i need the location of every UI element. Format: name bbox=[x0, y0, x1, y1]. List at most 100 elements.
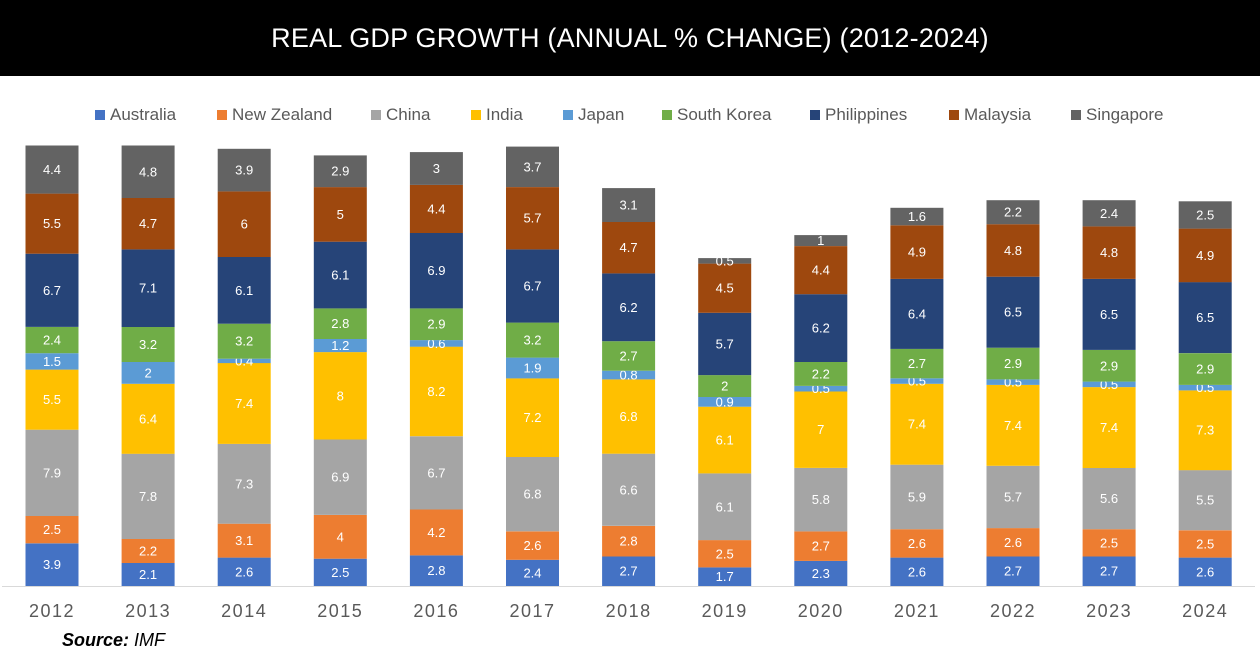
bar-japan-2015 bbox=[313, 339, 367, 353]
data-label-new-zealand-2012: 2.5 bbox=[43, 522, 61, 537]
data-label-new-zealand-2019: 2.5 bbox=[716, 546, 734, 561]
bar-china-2013 bbox=[121, 453, 175, 539]
bar-australia-2013 bbox=[121, 563, 175, 586]
data-label-philippines-2023: 6.5 bbox=[1100, 307, 1118, 322]
bar-malaysia-2022 bbox=[986, 224, 1040, 277]
data-label-south-korea-2012: 2.4 bbox=[43, 333, 61, 348]
data-label-philippines-2014: 6.1 bbox=[235, 283, 253, 298]
bar-japan-2012 bbox=[25, 353, 79, 370]
bar-india-2012 bbox=[25, 369, 79, 430]
bar-malaysia-2015 bbox=[313, 187, 367, 242]
x-tick-label-2019: 2019 bbox=[702, 601, 748, 621]
data-label-australia-2021: 2.6 bbox=[908, 564, 926, 579]
source-note: Source: IMF bbox=[62, 630, 165, 651]
data-label-singapore-2024: 2.5 bbox=[1196, 207, 1214, 222]
bar-new-zealand-2012 bbox=[25, 516, 79, 544]
source-value: IMF bbox=[134, 630, 166, 650]
data-label-japan-2018: 0.8 bbox=[620, 368, 638, 383]
x-tick-label-2018: 2018 bbox=[606, 601, 652, 621]
bar-australia-2012 bbox=[25, 543, 79, 586]
bar-south-korea-2019 bbox=[698, 375, 752, 397]
data-label-new-zealand-2024: 2.5 bbox=[1196, 536, 1214, 551]
bar-singapore-2022 bbox=[986, 200, 1040, 225]
bar-australia-2024 bbox=[1178, 557, 1232, 586]
bar-philippines-2022 bbox=[986, 276, 1040, 348]
legend-item-japan: Japan bbox=[563, 102, 624, 128]
data-label-singapore-2012: 4.4 bbox=[43, 162, 61, 177]
data-label-singapore-2019: 0.5 bbox=[716, 253, 734, 268]
bar-india-2022 bbox=[986, 384, 1040, 466]
data-label-singapore-2022: 2.2 bbox=[1004, 205, 1022, 220]
data-label-singapore-2023: 2.4 bbox=[1100, 206, 1118, 221]
bar-australia-2015 bbox=[313, 558, 367, 586]
bar-malaysia-2012 bbox=[25, 193, 79, 254]
data-label-singapore-2013: 4.8 bbox=[139, 164, 157, 179]
chart-title: REAL GDP GROWTH (ANNUAL % CHANGE) (2012-… bbox=[0, 0, 1260, 76]
data-label-india-2021: 7.4 bbox=[908, 417, 926, 432]
data-label-philippines-2013: 7.1 bbox=[139, 281, 157, 296]
bar-new-zealand-2020 bbox=[794, 531, 848, 561]
legend-item-singapore: Singapore bbox=[1071, 102, 1164, 128]
bar-china-2015 bbox=[313, 439, 367, 515]
bar-singapore-2012 bbox=[25, 145, 79, 194]
bar-australia-2018 bbox=[602, 556, 656, 586]
data-label-india-2016: 8.2 bbox=[427, 384, 445, 399]
data-label-south-korea-2019: 2 bbox=[721, 379, 728, 394]
bar-china-2024 bbox=[1178, 470, 1232, 531]
bar-australia-2016 bbox=[409, 555, 463, 586]
bar-india-2021 bbox=[890, 383, 944, 465]
legend-swatch-malaysia bbox=[949, 110, 959, 120]
bar-japan-2019 bbox=[698, 396, 752, 407]
data-label-south-korea-2018: 2.7 bbox=[620, 348, 638, 363]
legend-label-china: China bbox=[386, 105, 431, 124]
data-label-new-zealand-2022: 2.6 bbox=[1004, 535, 1022, 550]
bar-south-korea-2015 bbox=[313, 308, 367, 339]
bar-china-2014 bbox=[217, 443, 271, 524]
bar-japan-2018 bbox=[602, 370, 656, 380]
x-tick-label-2012: 2012 bbox=[29, 601, 75, 621]
bar-singapore-2021 bbox=[890, 207, 944, 226]
data-label-australia-2020: 2.3 bbox=[812, 566, 830, 581]
legend-label-india: India bbox=[486, 105, 523, 124]
legend-label-malaysia: Malaysia bbox=[964, 105, 1032, 124]
legend-swatch-south-korea bbox=[662, 110, 672, 120]
bar-singapore-2015 bbox=[313, 155, 367, 188]
bar-china-2023 bbox=[1082, 468, 1136, 530]
x-tick-label-2020: 2020 bbox=[798, 601, 844, 621]
bar-china-2018 bbox=[602, 453, 656, 526]
bar-australia-2017 bbox=[506, 559, 559, 586]
bar-australia-2014 bbox=[217, 557, 271, 586]
x-tick-label-2014: 2014 bbox=[221, 601, 267, 621]
bar-philippines-2023 bbox=[1082, 278, 1136, 350]
bar-india-2018 bbox=[602, 379, 656, 454]
data-label-china-2022: 5.7 bbox=[1004, 489, 1022, 504]
data-label-australia-2015: 2.5 bbox=[331, 565, 349, 580]
bar-india-2017 bbox=[506, 378, 559, 457]
bar-japan-2023 bbox=[1082, 381, 1136, 388]
data-label-philippines-2022: 6.5 bbox=[1004, 305, 1022, 320]
data-label-philippines-2020: 6.2 bbox=[812, 321, 830, 336]
bar-south-korea-2024 bbox=[1178, 353, 1232, 385]
legend-label-new-zealand: New Zealand bbox=[232, 105, 333, 124]
x-tick-label-2022: 2022 bbox=[990, 601, 1036, 621]
bar-malaysia-2021 bbox=[890, 225, 944, 279]
data-label-japan-2019: 0.9 bbox=[716, 394, 734, 409]
legend-label-philippines: Philippines bbox=[825, 105, 908, 124]
data-label-malaysia-2020: 4.4 bbox=[812, 263, 830, 278]
bar-philippines-2018 bbox=[602, 273, 656, 342]
data-label-south-korea-2024: 2.9 bbox=[1196, 362, 1214, 377]
bar-india-2016 bbox=[409, 346, 463, 437]
data-label-china-2023: 5.6 bbox=[1100, 491, 1118, 506]
bar-china-2019 bbox=[698, 473, 752, 541]
bar-singapore-2020 bbox=[794, 235, 848, 246]
data-label-singapore-2015: 2.9 bbox=[331, 164, 349, 179]
data-label-new-zealand-2020: 2.7 bbox=[812, 539, 830, 554]
data-label-singapore-2020: 1 bbox=[817, 233, 824, 248]
data-label-india-2014: 7.4 bbox=[235, 396, 253, 411]
data-label-malaysia-2013: 4.7 bbox=[139, 216, 157, 231]
bar-south-korea-2016 bbox=[409, 308, 463, 341]
data-label-south-korea-2016: 2.9 bbox=[427, 317, 445, 332]
bar-australia-2021 bbox=[890, 557, 944, 586]
x-tick-label-2017: 2017 bbox=[509, 601, 555, 621]
bar-china-2020 bbox=[794, 468, 848, 532]
